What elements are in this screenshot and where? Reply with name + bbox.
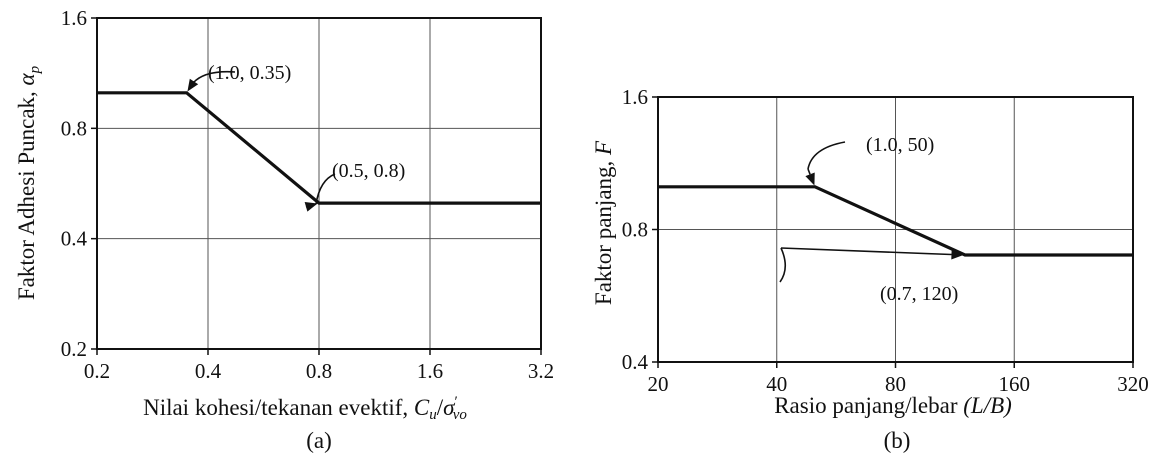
chart-b-ytick-label-1: 0.8 xyxy=(622,218,648,242)
chart-b-caption: (b) xyxy=(884,428,911,453)
chart-b-xtick-label-1: 40 xyxy=(766,372,787,396)
chart-a-ylabel: Faktor Adhesi Puncak, αp xyxy=(14,65,43,300)
chart-a-series xyxy=(97,91,541,205)
chart-b-grid xyxy=(658,97,1133,362)
chart-b-ticks: 20 40 80 160 320 0.4 0.8 1.6 xyxy=(622,85,1149,396)
chart-b: 20 40 80 160 320 0.4 0.8 1.6 (1.0, 50) (0.7, 120… xyxy=(591,85,1149,453)
chart-b-anno-arrowhead-0 xyxy=(805,172,815,186)
chart-b-anno-arrow-shaft-1 xyxy=(780,247,952,256)
chart-a-ytick-label-0: 0.2 xyxy=(61,337,87,361)
chart-b-series-line-0 xyxy=(658,185,1133,257)
chart-b-ytick-label-2: 1.6 xyxy=(622,85,648,109)
chart-a-xlabel: Nilai kohesi/tekanan evektif, Cu/σ′ vo xyxy=(143,394,467,423)
chart-b-xtick-label-3: 160 xyxy=(999,372,1031,396)
chart-a-frame xyxy=(96,17,542,350)
chart-a-xtick-label-3: 1.6 xyxy=(417,359,443,383)
chart-a-ticks: 0.2 0.4 0.8 1.6 3.2 0.2 0.4 0.8 1.6 xyxy=(61,6,554,383)
chart-b-ytick-label-0: 0.4 xyxy=(622,350,649,374)
chart-a-xtick-label-2: 0.8 xyxy=(306,359,332,383)
chart-a-anno-arrow-1 xyxy=(315,173,336,205)
chart-a-ytick-label-1: 0.4 xyxy=(61,227,88,251)
chart-b-series xyxy=(658,185,1133,257)
chart-a-anno-label-1: (0.5, 0.8) xyxy=(332,160,405,182)
chart-a-ytick-label-3: 1.6 xyxy=(61,6,87,30)
chart-a-series-line-0 xyxy=(97,91,541,205)
chart-a-xtick-label-1: 0.4 xyxy=(195,359,222,383)
chart-a-xtick-label-4: 3.2 xyxy=(528,359,554,383)
chart-a-caption: (a) xyxy=(306,428,332,453)
chart-a: 0.2 0.4 0.8 1.6 3.20.20.40.81.6 (1.0, 0.35)(… xyxy=(14,6,554,453)
chart-a-ytick-label-2: 0.8 xyxy=(61,116,87,140)
chart-b-anno-label-1: (0.7, 120) xyxy=(880,283,958,305)
chart-b-anno-label-0: (1.0, 50) xyxy=(866,134,934,156)
chart-b-anno-arrow-1 xyxy=(779,247,787,283)
chart-a-anno-label-0: (1.0, 0.35) xyxy=(208,62,291,84)
chart-b-xtick-label-2: 80 xyxy=(885,372,906,396)
chart-b-anno-arrow-0 xyxy=(807,141,846,170)
chart-a-annotations: (1.0, 0.35) (0.5, 0.8) xyxy=(187,62,405,212)
chart-b-xtick-label-0: 20 xyxy=(648,372,669,396)
chart-b-anno-arrowhead-1 xyxy=(951,249,964,260)
chart-b-ylabel: Faktor panjang, F xyxy=(591,140,616,305)
chart-b-frame xyxy=(657,96,1134,363)
chart-a-xtick-label-0: 0.2 xyxy=(84,359,110,383)
chart-b-xlabel: Rasio panjang/lebar (L/B) xyxy=(774,393,1012,418)
chart-a-grid xyxy=(97,18,541,349)
chart-b-xtick-label-4: 320 xyxy=(1117,372,1149,396)
chart-a-anno-arrowhead-0 xyxy=(187,78,199,92)
chart-b-anno-arrow-shaft-0 xyxy=(807,168,811,175)
chart-a-anno-arrow-0 xyxy=(192,70,236,84)
chart-b-annotations: (1.0, 50) (0.7, 120) xyxy=(779,134,964,305)
chart-a-anno-arrowhead-1 xyxy=(304,202,318,212)
